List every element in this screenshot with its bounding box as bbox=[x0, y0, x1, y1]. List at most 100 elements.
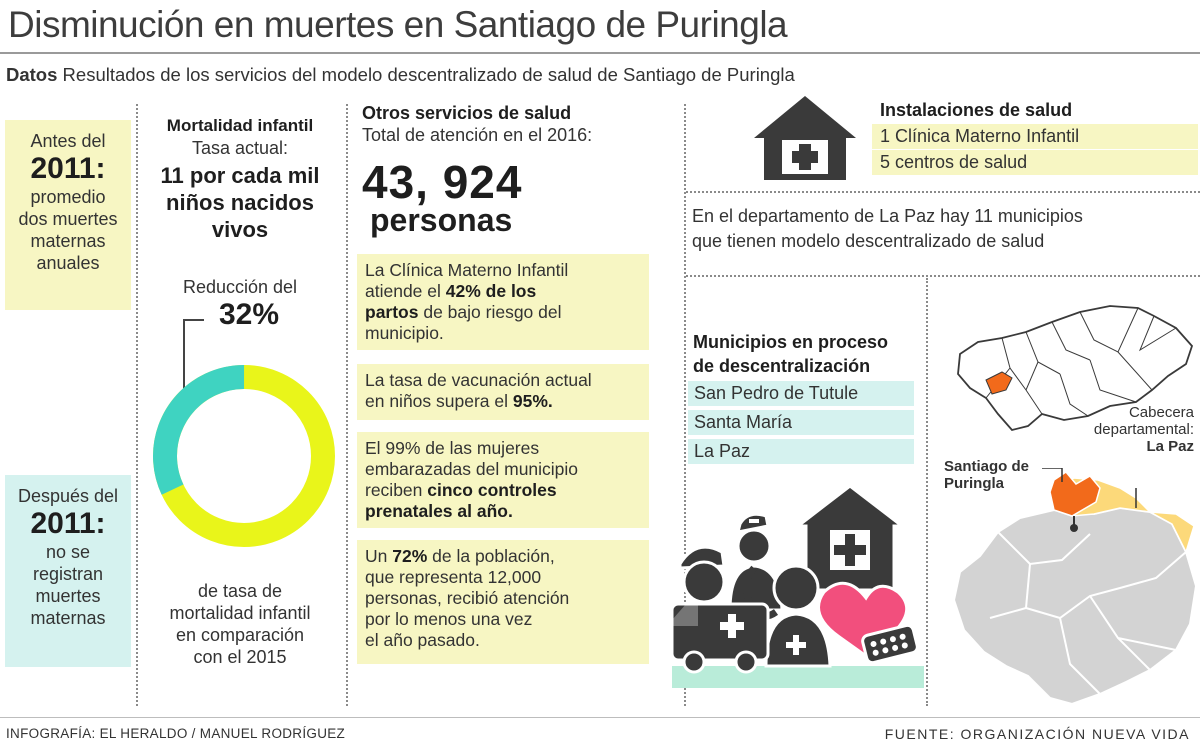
mortality-title: Mortalidad infantil bbox=[166, 116, 314, 135]
illustration-base-bar bbox=[672, 666, 924, 688]
facility-item-clinic: 1 Clínica Materno Infantil bbox=[872, 124, 1198, 149]
cabecera-label-bold: La Paz bbox=[1146, 438, 1194, 455]
desc-line2: mortalidad infantil bbox=[169, 603, 311, 623]
santiago-de-puringla-municipality bbox=[1049, 471, 1101, 517]
donut-pointer-line bbox=[183, 319, 204, 402]
mortality-rate-line2: niños nacidos bbox=[166, 190, 314, 215]
desc-line3: en comparación bbox=[175, 625, 305, 645]
box1-line3-bold: partos bbox=[365, 302, 419, 322]
total-value: 43, 924 bbox=[362, 156, 523, 208]
location-pin-icon bbox=[1070, 524, 1078, 532]
box4-line1-bold: 72% bbox=[392, 546, 428, 566]
municipality-borders bbox=[989, 531, 1187, 695]
before-line1: Antes del bbox=[30, 131, 106, 151]
la-paz-municipality-east bbox=[1149, 511, 1195, 555]
title-divider bbox=[0, 52, 1200, 54]
box2-line2: en niños supera el 95%. bbox=[365, 391, 641, 412]
page-title: Disminución en muertes en Santiago de Pu… bbox=[8, 4, 788, 45]
column-divider-1 bbox=[136, 104, 138, 706]
before-line4: maternas bbox=[30, 231, 106, 251]
box3-line3-text: reciben bbox=[365, 480, 428, 500]
desc-line1: de tasa de bbox=[197, 581, 283, 601]
doctor-icon bbox=[764, 564, 832, 668]
santiago-label: Santiago de Puringla bbox=[944, 458, 1029, 492]
subtitle: Datos Resultados de los servicios del mo… bbox=[6, 64, 795, 86]
total-unit: personas bbox=[370, 202, 513, 238]
mortality-rate-label: Tasa actual: bbox=[191, 138, 289, 158]
info-box-prenatal: El 99% de las mujeres embarazadas del mu… bbox=[357, 432, 649, 528]
before-line5: anuales bbox=[36, 253, 100, 273]
after-line5: maternas bbox=[30, 608, 106, 628]
reduction-label-block: Reducción del 32% bbox=[140, 276, 340, 332]
cabecera-label-line2: departamental: bbox=[1093, 421, 1194, 438]
desc-line4: con el 2015 bbox=[193, 647, 287, 667]
municipality-item-la-paz: La Paz bbox=[688, 439, 914, 464]
santiago-label-line2: Puringla bbox=[944, 475, 1005, 492]
before-line2: promedio bbox=[30, 187, 106, 207]
box1-line1: La Clínica Materno Infantil bbox=[365, 260, 569, 280]
credit-line: INFOGRAFÍA: EL HERALDO / MANUEL RODRÍGUE… bbox=[6, 726, 346, 741]
box4-line5: el año pasado. bbox=[365, 630, 480, 650]
pills-icon bbox=[861, 623, 919, 665]
municipalities-title-line1: Municipios en proceso bbox=[693, 332, 889, 352]
column-divider-3 bbox=[684, 104, 686, 706]
facilities-title: Instalaciones de salud bbox=[880, 100, 1073, 120]
hospital-house-icon bbox=[754, 96, 856, 180]
total-label: Total de atención en el 2016: bbox=[362, 125, 593, 145]
before-line3: dos muertes bbox=[18, 209, 118, 229]
box3-line2: embarazadas del municipio bbox=[365, 459, 579, 479]
column-divider-2 bbox=[346, 104, 348, 706]
box3-line4-bold: prenatales al año. bbox=[365, 501, 513, 521]
honduras-map bbox=[957, 305, 1194, 432]
box4-line4: por lo menos una vez bbox=[365, 609, 533, 629]
row-divider-2 bbox=[686, 275, 1200, 277]
box1-line2-bold: 42% de los bbox=[445, 281, 537, 301]
box3-line3: reciben cinco controles bbox=[365, 480, 641, 501]
subtitle-text: Resultados de los servicios del modelo d… bbox=[57, 64, 795, 85]
other-services-title: Otros servicios de salud bbox=[362, 103, 572, 123]
santiago-pointer bbox=[1042, 468, 1063, 482]
after-year: 2011: bbox=[30, 507, 106, 540]
other-services-header: Otros servicios de salud Total de atenci… bbox=[362, 103, 592, 146]
box1-line2: atiende el 42% de los bbox=[365, 281, 641, 302]
la-paz-department-map bbox=[952, 468, 1198, 706]
after-line2: no se bbox=[45, 542, 91, 562]
mortality-description: de tasa de mortalidad infantil en compar… bbox=[140, 580, 340, 668]
mortality-rate-line1: 11 por cada mil bbox=[160, 163, 320, 188]
reduction-donut bbox=[153, 319, 335, 547]
facility-item-centers: 5 centros de salud bbox=[872, 150, 1198, 175]
mortality-section: Mortalidad infantil Tasa actual: 11 por … bbox=[140, 116, 340, 243]
department-line2: que tienen modelo descentralizado de sal… bbox=[692, 231, 1045, 251]
department-note: En el departamento de La Paz hay 11 muni… bbox=[692, 204, 1192, 254]
box4-line1-b: de la población, bbox=[427, 546, 555, 566]
box4-line1-a: Un bbox=[365, 546, 393, 566]
reduction-label: Reducción del bbox=[182, 277, 298, 297]
reduction-value: 32% bbox=[218, 298, 280, 331]
box3-line4: prenatales al año. bbox=[365, 501, 641, 522]
box3-line1: El 99% de las mujeres bbox=[365, 438, 540, 458]
row-divider-1 bbox=[686, 191, 1200, 193]
info-box-population: Un 72% de la población, que representa 1… bbox=[357, 540, 649, 664]
box4-line1: Un 72% de la población, bbox=[365, 546, 641, 567]
ambulance-icon bbox=[670, 602, 770, 674]
before-2011-box: Antes del 2011: promedio dos muertes mat… bbox=[5, 120, 131, 310]
box1-line3: partos de bajo riesgo del bbox=[365, 302, 641, 323]
after-line3: registran bbox=[32, 564, 104, 584]
cabecera-label-line1: Cabecera bbox=[1128, 404, 1194, 421]
patient-icon bbox=[678, 545, 726, 604]
department-line1: En el departamento de La Paz hay 11 muni… bbox=[692, 206, 1083, 226]
municipalities-title-line2: de descentralización bbox=[693, 356, 871, 376]
before-year: 2011: bbox=[30, 152, 106, 185]
source-line: FUENTE: ORGANIZACIÓN NUEVA VIDA bbox=[884, 726, 1190, 742]
municipality-item-santa-maria: Santa María bbox=[688, 410, 914, 435]
la-paz-highlight bbox=[985, 371, 1013, 395]
after-2011-box: Después del 2011: no se registran muerte… bbox=[5, 475, 131, 667]
municipalities-title: Municipios en proceso de descentralizaci… bbox=[693, 330, 888, 378]
after-line4: muertes bbox=[35, 586, 101, 606]
info-box-vaccination: La tasa de vacunación actual en niños su… bbox=[357, 364, 649, 420]
box2-line2-text: en niños supera el bbox=[365, 391, 513, 411]
box1-line3-text: de bajo riesgo del bbox=[418, 302, 562, 322]
box2-line2-bold: 95%. bbox=[512, 391, 553, 411]
box4-line3: personas, recibió atención bbox=[365, 588, 570, 608]
donut-reduction-arc bbox=[153, 365, 335, 547]
